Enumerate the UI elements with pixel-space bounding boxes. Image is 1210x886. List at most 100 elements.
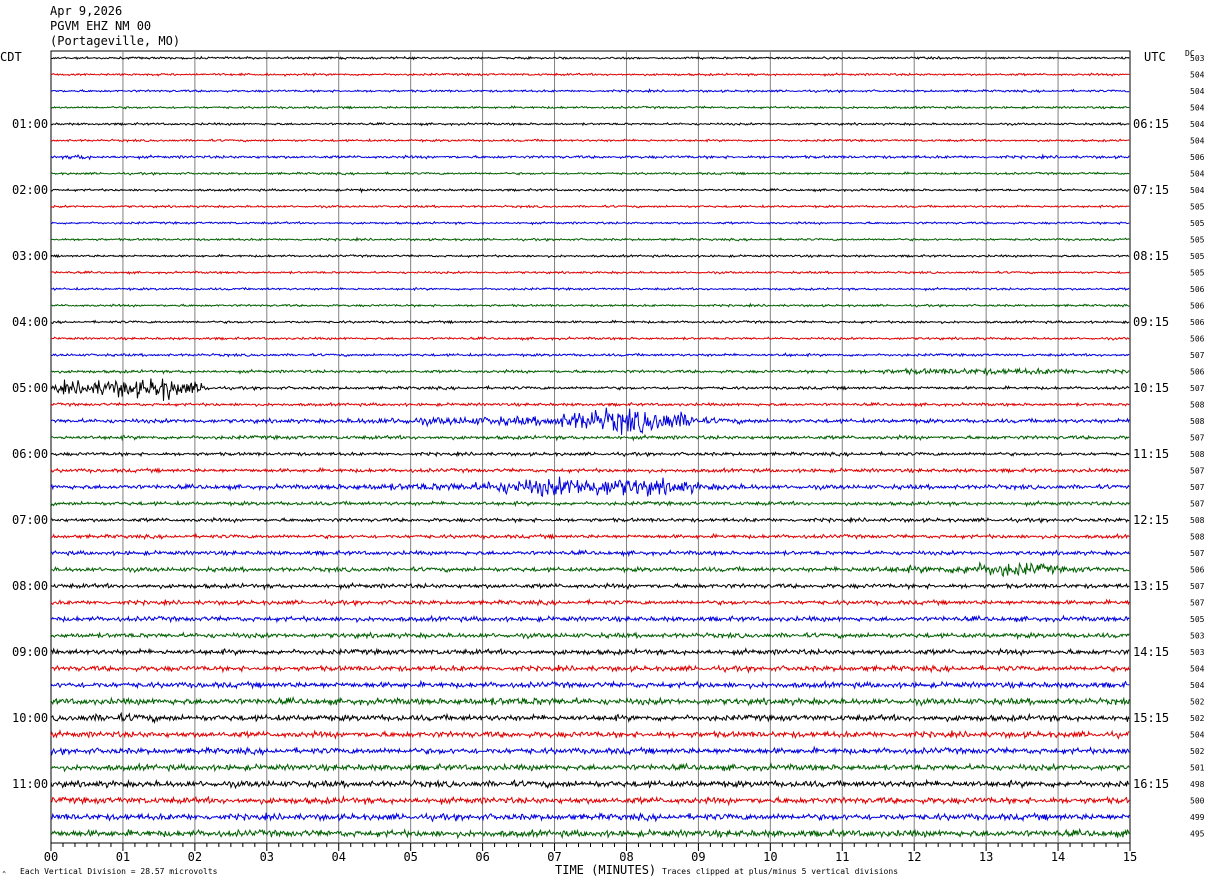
dc-offset-label: 507 — [1190, 599, 1205, 608]
trace-row-27 — [50, 499, 1130, 508]
trace-row-12 — [50, 253, 1130, 259]
trace-row-32 — [50, 581, 1130, 591]
trace-row-9 — [50, 204, 1130, 209]
dc-offset-label: 505 — [1190, 269, 1205, 278]
dc-offset-label: 506 — [1190, 153, 1205, 162]
trace-row-23 — [50, 433, 1130, 442]
trace-row-39 — [50, 696, 1130, 707]
clip-note: Traces clipped at plus/minus 5 vertical … — [662, 867, 899, 876]
dc-offset-label: 506 — [1190, 335, 1205, 344]
dc-offset-label: 508 — [1190, 401, 1205, 410]
trace-row-43 — [50, 761, 1130, 773]
dc-offset-label: 507 — [1190, 549, 1205, 558]
dc-offset-label: 501 — [1190, 764, 1205, 773]
dc-offset-label: 508 — [1190, 417, 1205, 426]
dc-offset-label: 504 — [1190, 71, 1205, 80]
x-tick-label: 06 — [475, 850, 489, 864]
x-tick-label: 12 — [907, 850, 921, 864]
x-tick-label: 07 — [547, 850, 561, 864]
dc-offset-label: 508 — [1190, 450, 1205, 459]
left-time-label: 10:00 — [12, 711, 48, 725]
left-time-label: 09:00 — [12, 645, 48, 659]
corner-mark: ⌃ — [2, 870, 7, 878]
trace-row-35 — [50, 631, 1130, 641]
dc-offset-label: 504 — [1190, 104, 1205, 113]
right-time-label: 15:15 — [1133, 711, 1169, 725]
trace-row-0 — [50, 55, 1130, 61]
trace-row-37 — [50, 664, 1130, 674]
right-time-label: 07:15 — [1133, 183, 1169, 197]
x-tick-label: 03 — [260, 850, 274, 864]
dc-offset-label: 504 — [1190, 186, 1205, 195]
dc-offset-label: 495 — [1190, 830, 1205, 839]
dc-offset-label: 504 — [1190, 170, 1205, 179]
dc-offset-label: 507 — [1190, 500, 1205, 509]
trace-row-30 — [50, 548, 1130, 558]
right-time-label: 14:15 — [1133, 645, 1169, 659]
trace-row-44 — [50, 778, 1130, 790]
dc-offset-label: 504 — [1190, 120, 1205, 129]
trace-row-33 — [50, 597, 1130, 607]
dc-offset-label: 505 — [1190, 219, 1205, 228]
dc-offset-label: 504 — [1190, 681, 1205, 690]
right-zone-label: UTC — [1144, 50, 1166, 64]
scale-note: Each Vertical Division = 28.57 microvolt… — [20, 867, 218, 876]
trace-row-46 — [50, 811, 1130, 823]
dc-offset-label: 503 — [1190, 632, 1205, 641]
dc-offset-label: 503 — [1190, 54, 1205, 63]
dc-offset-label: 504 — [1190, 87, 1205, 96]
x-tick-label: 04 — [332, 850, 346, 864]
trace-row-36 — [50, 647, 1130, 657]
trace-row-34 — [50, 614, 1130, 624]
left-time-label: 05:00 — [12, 381, 48, 395]
trace-row-45 — [50, 794, 1130, 807]
dc-offset-label: 504 — [1190, 731, 1205, 740]
dc-offset-label: 505 — [1190, 615, 1205, 624]
trace-row-29 — [50, 532, 1130, 541]
dc-offset-label: 507 — [1190, 483, 1205, 492]
x-tick-label: 02 — [188, 850, 202, 864]
trace-row-31 — [50, 561, 1130, 578]
trace-row-28 — [51, 516, 1130, 524]
trace-row-1 — [50, 72, 1130, 77]
left-time-label: 07:00 — [12, 513, 48, 527]
dc-offset-label: 502 — [1190, 747, 1205, 756]
trace-row-15 — [50, 302, 1130, 308]
dc-offset-label: 506 — [1190, 302, 1205, 311]
right-time-label: 06:15 — [1133, 117, 1169, 131]
dc-offset-label: 504 — [1190, 137, 1205, 146]
dc-offset-label: 508 — [1190, 516, 1205, 525]
left-time-label: 08:00 — [12, 579, 48, 593]
dc-offset-label: 507 — [1190, 351, 1205, 360]
x-tick-label: 15 — [1123, 850, 1137, 864]
dc-offset-label: 503 — [1190, 648, 1205, 657]
trace-row-11 — [50, 236, 1130, 242]
trace-row-24 — [50, 450, 1130, 458]
trace-row-40 — [50, 711, 1130, 725]
trace-row-13 — [50, 270, 1130, 276]
header-station: PGVM EHZ NM 00 — [50, 19, 152, 33]
trace-row-25 — [50, 466, 1130, 475]
dc-offset-label: 506 — [1190, 285, 1205, 294]
trace-row-14 — [50, 286, 1130, 292]
trace-row-3 — [50, 105, 1130, 110]
left-zone-label: CDT — [0, 50, 22, 64]
x-tick-label: 10 — [763, 850, 777, 864]
dc-offset-label: 508 — [1190, 533, 1205, 542]
trace-row-6 — [50, 153, 1130, 161]
header-location: (Portageville, MO) — [50, 34, 181, 48]
trace-row-26 — [50, 476, 1130, 498]
dc-offset-label: 504 — [1190, 665, 1205, 674]
trace-row-4 — [50, 121, 1130, 127]
right-time-label: 10:15 — [1133, 381, 1169, 395]
trace-row-2 — [50, 88, 1130, 94]
right-time-label: 16:15 — [1133, 777, 1169, 791]
trace-row-20 — [50, 378, 1130, 401]
left-time-label: 02:00 — [12, 183, 48, 197]
trace-row-47 — [50, 827, 1130, 840]
dc-offset-label: 502 — [1190, 698, 1205, 707]
right-time-label: 11:15 — [1133, 447, 1169, 461]
dc-offset-label: 505 — [1190, 236, 1205, 245]
trace-row-5 — [50, 138, 1130, 143]
